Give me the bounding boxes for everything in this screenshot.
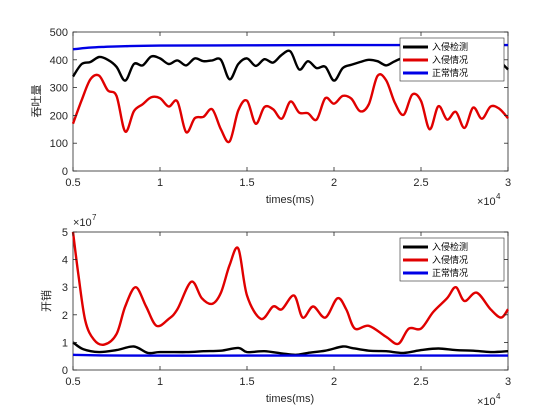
- top-y-tick-label: 100: [50, 138, 68, 150]
- top-legend: 入侵检测 入侵情况 正常情况: [399, 37, 505, 82]
- bottom-y-tick-label: 1: [62, 337, 68, 349]
- bottom-y-axis-label: 开销: [39, 290, 53, 312]
- svg-text:×10: ×10: [73, 217, 92, 229]
- top-x-ticks: 0.5 1 1.5 2 2.5 3: [65, 32, 511, 189]
- bottom-legend-entry-3: 正常情况: [432, 267, 468, 279]
- top-y-axis-label: 吞吐量: [30, 85, 43, 118]
- svg-text:7: 7: [92, 213, 97, 222]
- top-legend-entry-3: 正常情况: [432, 67, 468, 79]
- bottom-legend: 入侵检测 入侵情况 正常情况: [399, 237, 505, 282]
- top-y-tick-label: 0: [62, 166, 68, 178]
- top-series-line-2: [71, 73, 509, 144]
- bottom-x-multiplier: ×10 4: [477, 392, 501, 408]
- bottom-x-tick-label: 2: [331, 376, 337, 388]
- top-x-tick-label: 2.5: [413, 177, 428, 189]
- bottom-y-multiplier: ×10 7: [73, 213, 97, 229]
- bottom-x-tick-label: 2.5: [413, 376, 428, 388]
- svg-text:4: 4: [496, 392, 501, 401]
- bottom-x-tick-label: 1.5: [239, 376, 254, 388]
- svg-text:×10: ×10: [477, 396, 496, 408]
- bottom-y-tick-label: 5: [62, 227, 68, 239]
- bottom-series-group: [71, 231, 509, 357]
- bottom-y-tick-label: 0: [62, 365, 68, 377]
- top-x-multiplier: ×10 4: [477, 192, 501, 208]
- top-x-tick-label: 1: [157, 177, 163, 189]
- bottom-series-line-1: [72, 341, 509, 357]
- bottom-x-ticks: 0.5 1 1.5 2 2.5 3: [65, 232, 511, 388]
- top-legend-entry-1: 入侵检测: [432, 41, 468, 53]
- bottom-x-axis-label: times(ms): [266, 393, 314, 405]
- bottom-x-tick-label: 0.5: [65, 376, 80, 388]
- bottom-legend-entry-2: 入侵情况: [432, 254, 468, 266]
- top-y-tick-label: 200: [50, 110, 68, 122]
- bottom-series-line-3: [72, 353, 508, 357]
- bottom-y-tick-label: 3: [62, 282, 68, 294]
- top-x-tick-label: 0.5: [65, 177, 80, 189]
- bottom-series-line-2: [71, 231, 509, 347]
- top-y-ticks: 0 100 200 300 400 500: [50, 27, 508, 178]
- bottom-y-tick-label: 4: [62, 255, 68, 267]
- top-x-axis-label: times(ms): [266, 194, 314, 206]
- top-y-tick-label: 400: [50, 55, 68, 67]
- bottom-x-tick-label: 3: [505, 376, 511, 388]
- bottom-x-tick-label: 1: [157, 376, 163, 388]
- top-legend-entry-2: 入侵情况: [432, 54, 468, 66]
- bottom-y-tick-label: 2: [62, 310, 68, 322]
- svg-text:×10: ×10: [477, 196, 496, 208]
- svg-text:4: 4: [496, 192, 501, 201]
- top-y-tick-label: 500: [50, 27, 68, 39]
- top-x-tick-label: 2: [331, 177, 337, 189]
- top-y-tick-label: 300: [50, 83, 68, 95]
- bottom-y-ticks: 0 1 2 3 4 5: [62, 227, 508, 377]
- top-x-tick-label: 1.5: [239, 177, 254, 189]
- bottom-legend-entry-1: 入侵检测: [432, 241, 468, 253]
- top-x-tick-label: 3: [505, 177, 511, 189]
